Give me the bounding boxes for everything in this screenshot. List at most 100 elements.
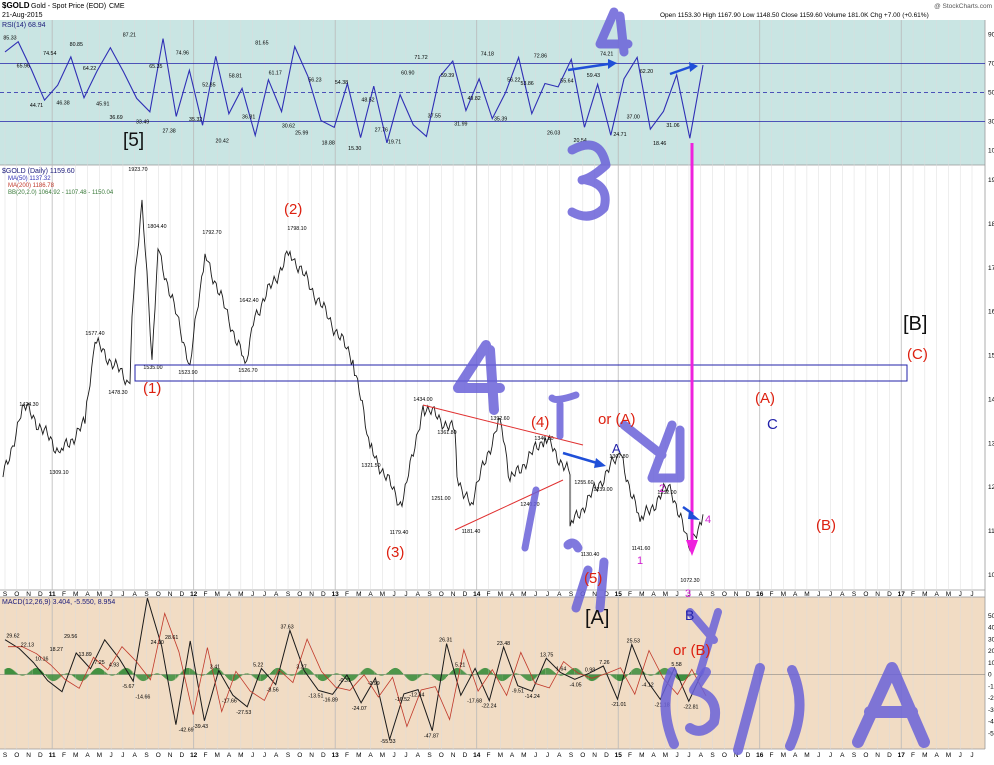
macd-value-label: -13.51 [308,693,323,699]
x-tick-label-price: F [628,591,632,598]
x-tick-label-price: J [263,591,266,598]
x-tick-label-macd: 16 [756,752,764,759]
x-tick-label-price: N [875,591,880,598]
x-tick-label-price: O [14,591,19,598]
x-tick-label-price: M [663,591,668,598]
price-value-label: 1434.00 [413,397,432,403]
x-tick-label-macd: M [238,752,243,759]
rsi-value-label: 52.85 [202,82,215,88]
macd-y-tick: 50 [988,613,994,620]
x-tick-label-macd: D [38,752,43,759]
x-tick-label-price: N [734,591,739,598]
price-value-label: 1179.40 [390,530,409,536]
x-tick-label-price: J [970,591,973,598]
macd-y-tick: -10 [988,683,994,690]
x-tick-label-price: M [238,591,243,598]
rsi-y-tick: 70 [988,61,994,68]
x-tick-label-price: A [793,591,798,598]
x-tick-label-macd: O [722,752,727,759]
x-tick-label-macd: N [451,752,456,759]
x-tick-label-macd: 17 [898,752,906,759]
wave-label-1: (1) [143,380,161,397]
macd-value-label: -9.51 [512,689,524,695]
brush-wave4-price [453,340,505,415]
x-tick-label-price: S [710,591,715,598]
x-tick-label-price: S [427,591,432,598]
copyright: @ StockCharts.com [934,3,992,10]
rsi-y-tick: 90 [988,32,994,39]
x-tick-label-price: N [309,591,314,598]
macd-value-label: 18.27 [50,647,63,653]
rsi-value-label: 64.22 [83,66,96,72]
macd-value-label: 24.10 [151,640,164,646]
macd-value-label: -24.07 [352,706,367,712]
rsi-value-label: 35.39 [494,117,507,123]
brush-wave3-rsi [567,140,611,221]
price-value-label: 1181.40 [462,529,481,535]
rsi-value-label: 56.22 [507,77,520,83]
rsi-value-label: 87.21 [123,33,136,39]
rsi-value-label: 65.35 [149,64,162,70]
x-tick-label-macd: J [393,752,396,759]
x-tick-label-price: J [829,591,832,598]
price-y-tick: 16 [988,309,994,316]
macd-value-label: 4.93 [109,663,119,669]
rsi-value-label: 58.81 [229,74,242,80]
brush-5-mark [660,663,805,755]
rsi-value-label: 33.49 [136,119,149,125]
x-tick-label-price: O [156,591,161,598]
macd-y-tick: 40 [988,625,994,632]
brush-marks [453,7,930,755]
price-blue-arrow-1 [562,451,598,465]
macd-value-label: -12.84 [409,693,424,699]
x-tick-label-macd: D [746,752,751,759]
x-tick-label-macd: N [168,752,173,759]
x-tick-label-macd: J [251,752,254,759]
macd-signal-line [8,611,707,728]
macd-value-label: -4.05 [570,682,582,688]
chart-symbol-desc: Gold - Spot Price (EOD) [31,3,106,10]
x-tick-label-price: A [840,591,845,598]
price-y-tick: 13 [988,440,994,447]
price-title: $GOLD (Daily) 1159.60 [2,168,75,175]
price-value-label: 1642.40 [239,298,258,304]
x-tick-label-price: D [604,591,609,598]
wave-label-or-B: or (B) [673,642,711,659]
rsi-y-tick: 30 [988,119,994,126]
macd-y-tick: 0 [988,672,992,679]
x-tick-label-price: M [97,591,102,598]
price-y-tick: 15 [988,353,994,360]
x-tick-label-macd: M [215,752,220,759]
price-y-tick: 11 [988,528,994,535]
support-zone-box [134,364,908,382]
rsi-value-label: 72.86 [534,53,547,59]
rsi-value-label: 62.20 [640,69,653,75]
price-value-label: 1309.10 [49,470,68,476]
chart-exchange: CME [109,3,125,10]
price-value-label: 1923.70 [128,167,147,173]
macd-value-label: -27.53 [236,710,251,716]
rsi-value-label: 27.38 [162,128,175,134]
macd-value-label: -17.66 [222,698,237,704]
brush-a-mark [852,662,930,748]
x-tick-label-price: D [38,591,43,598]
macd-value-label: 5.58 [671,662,681,668]
macd-y-tick: -50 [988,730,994,737]
x-tick-label-macd: M [73,752,78,759]
x-tick-label-macd: D [887,752,892,759]
macd-y-tick: 10 [988,660,994,667]
x-tick-label-price: D [321,591,326,598]
rsi-blue-arrow-2 [669,65,691,76]
price-value-label: 1804.40 [147,224,166,230]
ma50-legend: MA(50) 1137.32 [8,176,51,182]
x-tick-label-price: O [722,591,727,598]
rsi-value-label: 37.55 [428,114,441,120]
x-tick-label-macd: S [427,752,432,759]
wave-label-3: (3) [386,544,404,561]
x-tick-label-macd: A [227,752,232,759]
x-tick-label-macd: O [156,752,161,759]
rsi-value-label: 74.96 [176,50,189,56]
rsi-value-label: 20.54 [574,138,587,144]
x-tick-label-price: F [203,591,207,598]
